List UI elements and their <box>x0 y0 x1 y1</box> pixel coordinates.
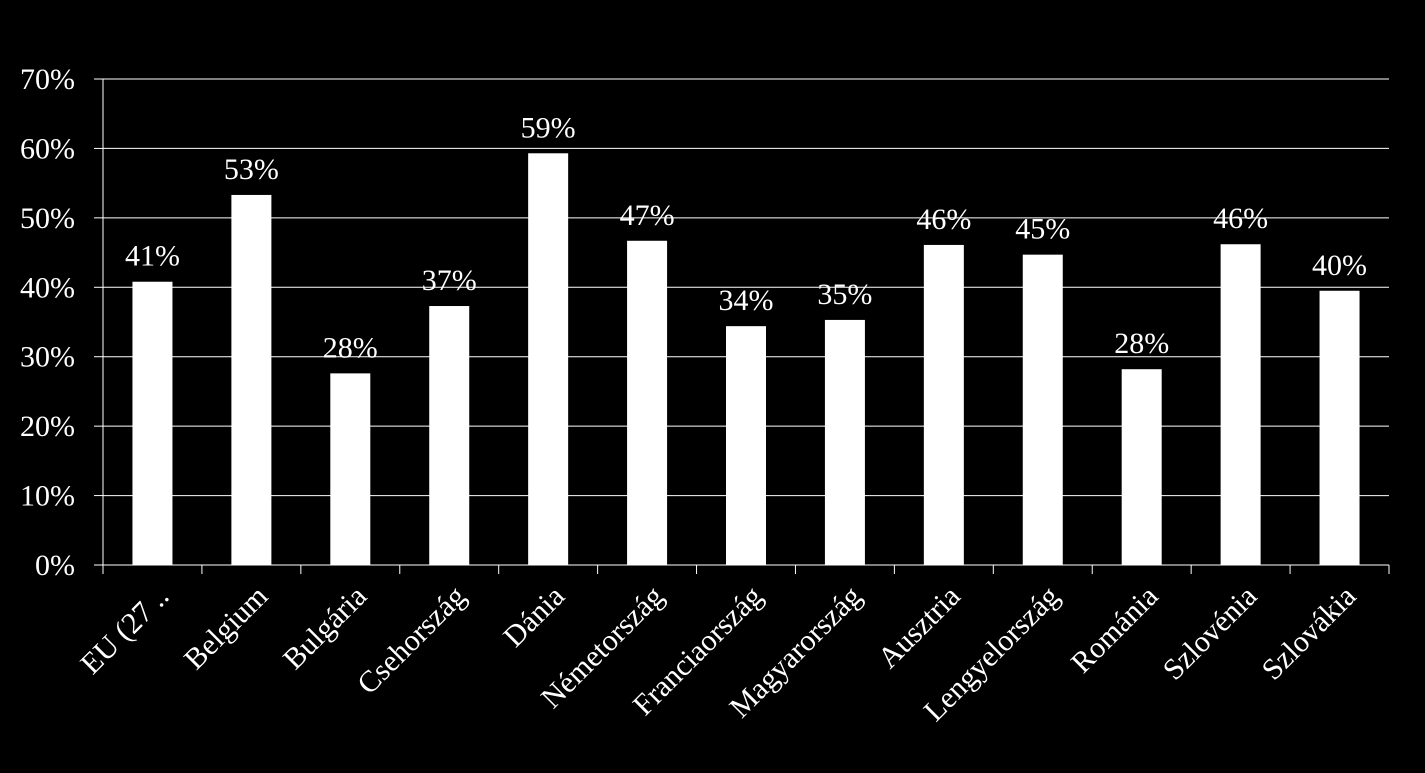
bar <box>1319 290 1360 565</box>
bar <box>528 153 569 565</box>
y-tick-label: 10% <box>20 480 75 513</box>
bar <box>923 244 964 566</box>
x-category-label: Belgium <box>178 580 274 676</box>
x-category-label: Bulgária <box>277 580 373 676</box>
data-label: 28% <box>323 331 378 364</box>
y-axis-tick-labels: 0% 10% 20% 30% 40% 50% 60% 70% <box>20 63 103 582</box>
x-category-label: EU (27 .. <box>74 580 175 681</box>
y-tick-label: 20% <box>20 410 75 443</box>
bar <box>330 373 371 565</box>
bar <box>627 240 668 566</box>
data-label: 35% <box>817 278 872 311</box>
y-tick-label: 50% <box>20 202 75 235</box>
data-label: 28% <box>1114 327 1169 360</box>
data-label: 40% <box>1312 249 1367 282</box>
x-category-label: Ausztria <box>872 580 967 675</box>
data-label: 34% <box>719 284 774 317</box>
bar <box>132 281 173 565</box>
bar <box>1121 369 1162 565</box>
y-tick-label: 70% <box>20 63 75 96</box>
bar <box>1220 244 1261 566</box>
x-category-label: Románia <box>1065 580 1165 680</box>
y-tick-label: 0% <box>35 549 75 582</box>
data-label: 45% <box>1015 213 1070 246</box>
y-tick-label: 60% <box>20 132 75 165</box>
x-category-label: Szlovákia <box>1255 580 1362 687</box>
data-labels: 41% 53% 28% 37% 59% 47% 34% 35% 46% 45% 28% 46% 40% <box>125 111 1367 364</box>
data-label: 37% <box>422 264 477 297</box>
data-label: 47% <box>620 199 675 232</box>
data-label: 59% <box>521 111 576 144</box>
data-label: 53% <box>224 153 279 186</box>
x-category-label: Csehország <box>351 580 472 701</box>
y-tick-label: 40% <box>20 271 75 304</box>
x-category-label: Dánia <box>497 580 571 654</box>
data-label: 46% <box>1213 202 1268 235</box>
bars <box>132 153 1360 566</box>
data-label: 46% <box>916 203 971 236</box>
bar <box>824 319 865 565</box>
bar <box>726 326 766 565</box>
bar <box>1022 254 1063 565</box>
data-label: 41% <box>125 240 180 273</box>
x-category-label: Szlovénia <box>1157 580 1264 687</box>
bar <box>429 306 470 565</box>
bar <box>231 194 272 565</box>
y-tick-label: 30% <box>20 341 75 374</box>
axes <box>102 79 1390 574</box>
